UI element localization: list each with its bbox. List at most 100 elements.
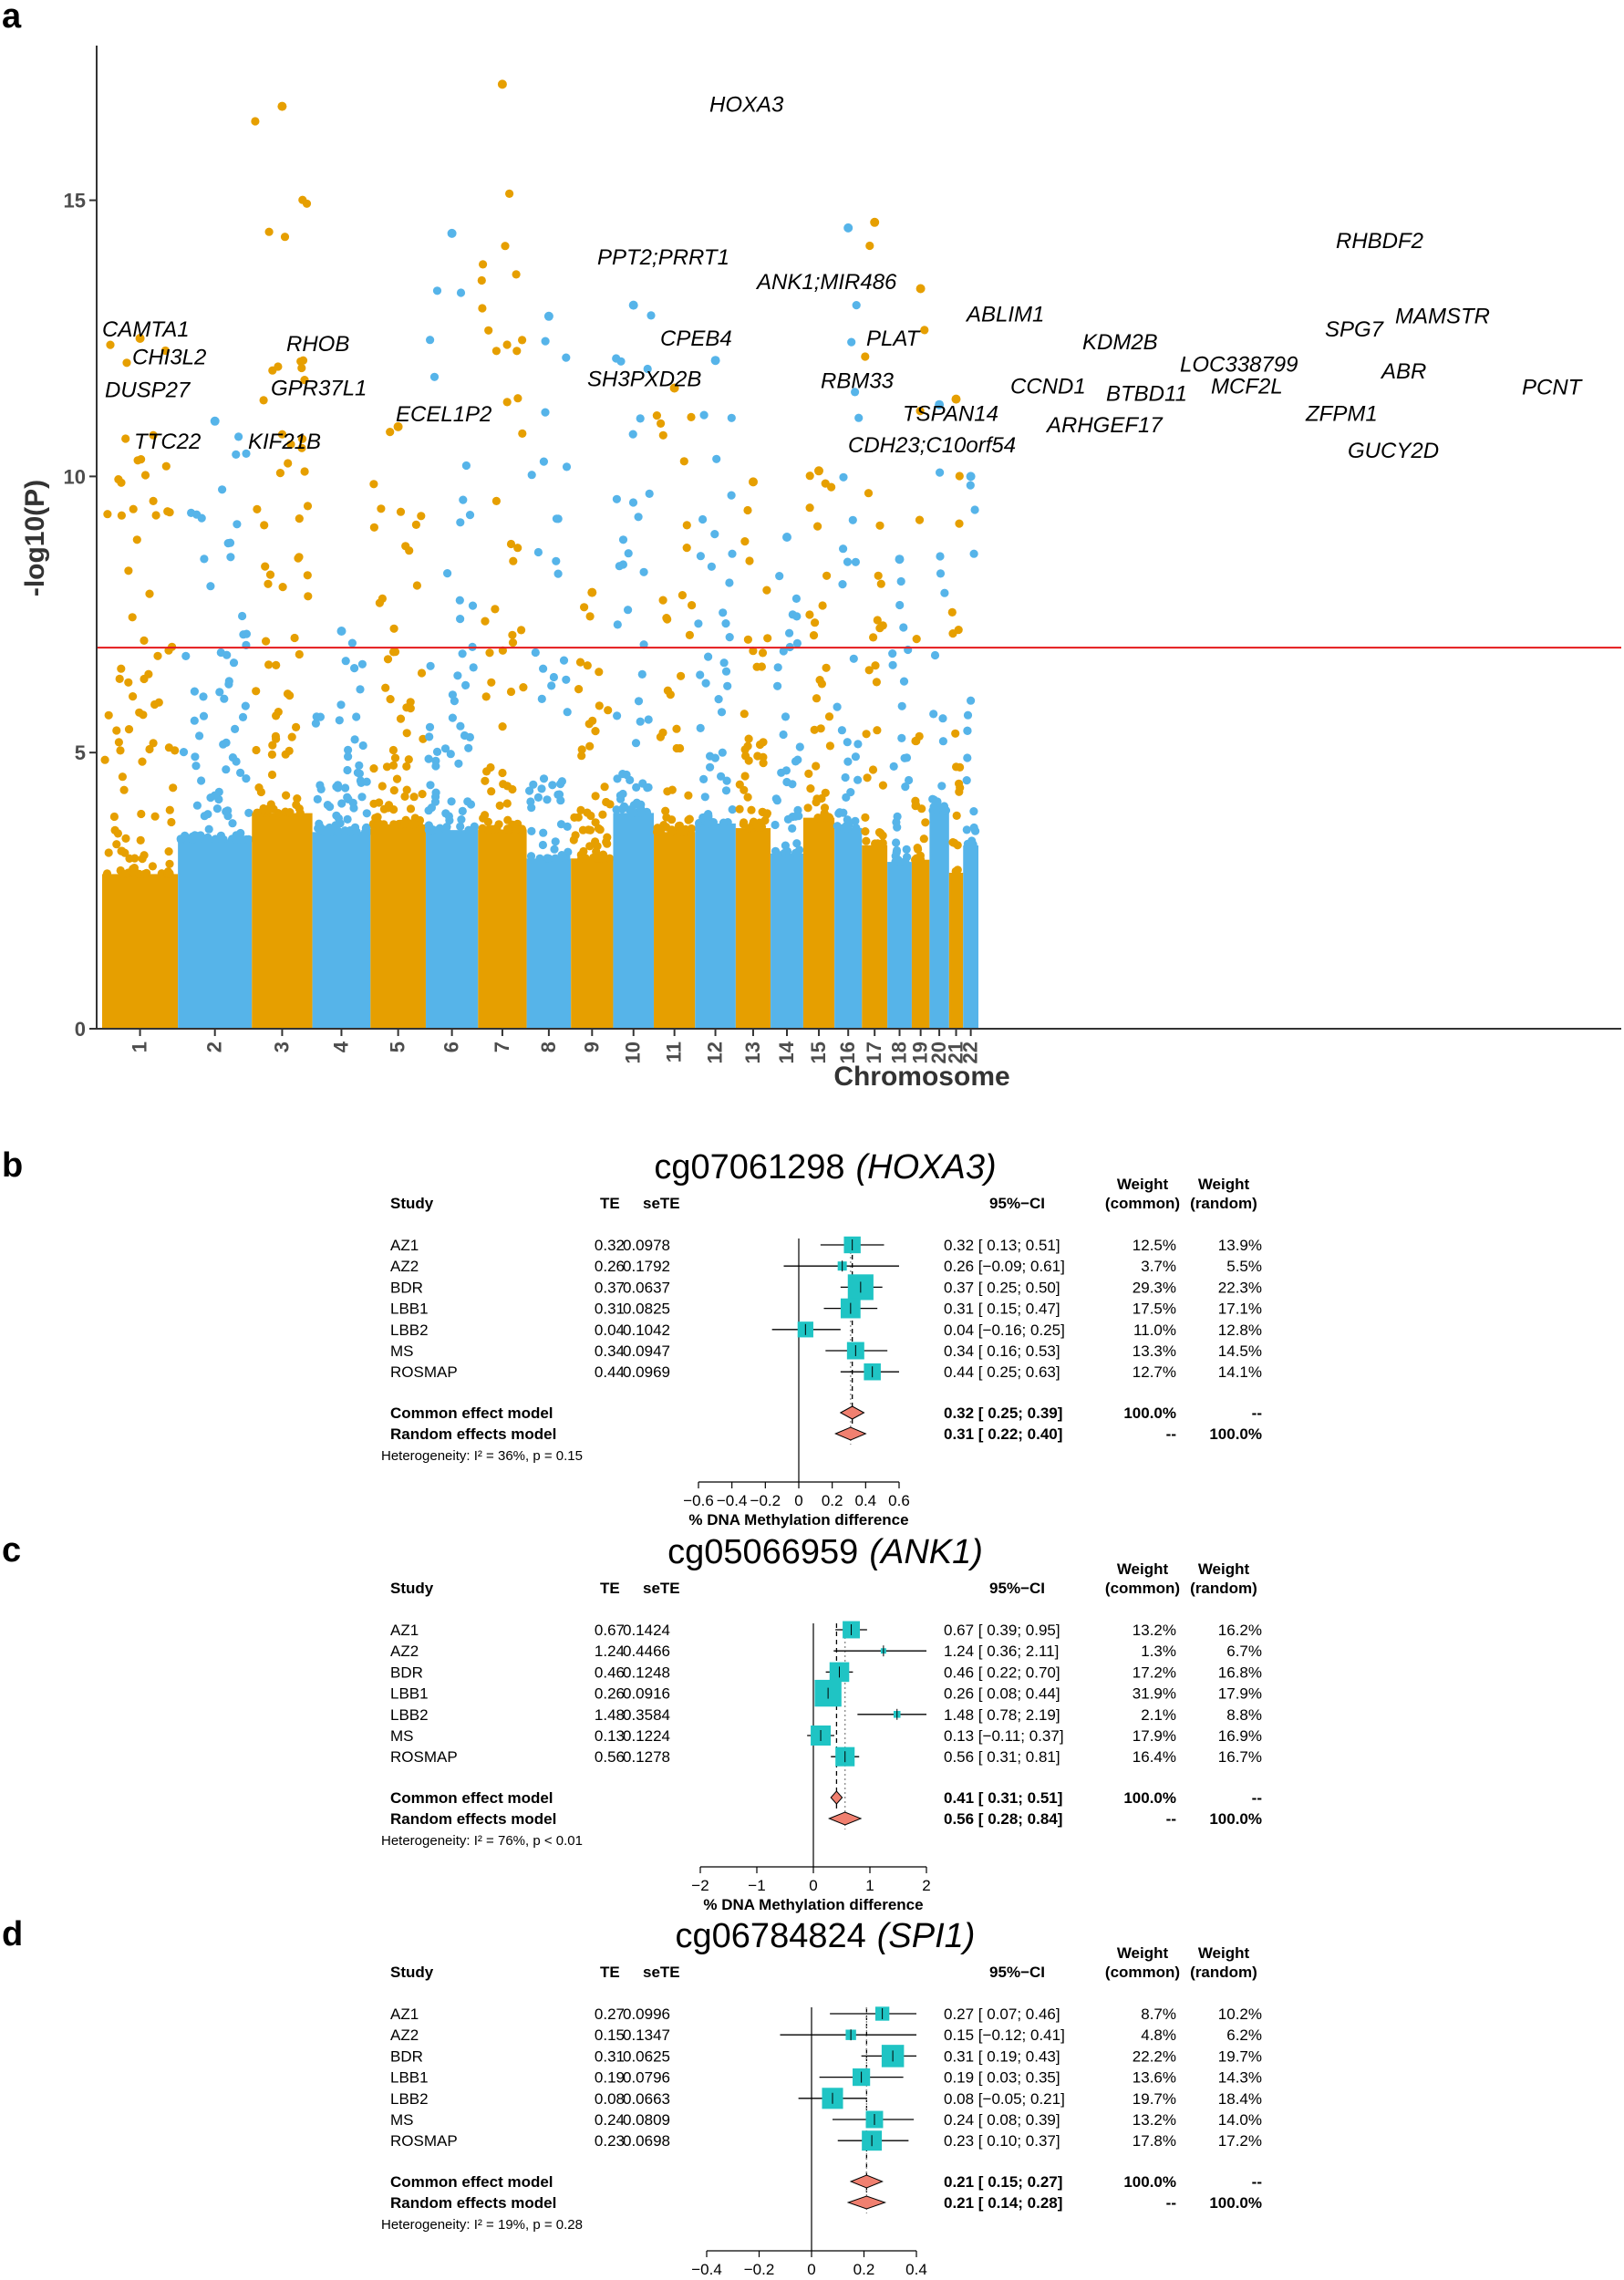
- chromosome-12-point: [712, 454, 721, 463]
- chromosome-6-point: [427, 803, 436, 813]
- chromosome-18-point: [899, 677, 909, 686]
- y-tick-label-0: 0: [75, 1018, 86, 1041]
- forest-x-tick-label: 0: [809, 1877, 817, 1894]
- chromosome-11-point: [687, 824, 696, 834]
- chromosome-17-point: [875, 521, 884, 530]
- chromosome-1-point: [128, 613, 137, 622]
- chromosome-22-points: [962, 472, 980, 1029]
- study-te: 0.23: [595, 2132, 625, 2150]
- chromosome-20-peak: [935, 399, 945, 409]
- chromosome-12-body: [695, 823, 736, 1029]
- chromosome-15-point: [812, 694, 822, 703]
- chromosome-15-point: [827, 482, 836, 492]
- chromosome-19-body: [911, 859, 930, 1029]
- chromosome-2-point: [224, 679, 233, 689]
- forest-title: cg05066959 (ANK1): [667, 1533, 983, 1571]
- chromosome-5-point: [406, 704, 415, 713]
- chromosome-8-point: [563, 708, 572, 717]
- chromosome-16-point: [843, 815, 852, 824]
- chromosome-1-point: [116, 865, 125, 876]
- chromosome-12-point: [696, 723, 705, 733]
- chromosome-21-point: [951, 729, 960, 738]
- chromosome-7-point: [483, 817, 493, 826]
- study-te: 0.34: [595, 1342, 625, 1360]
- chromosome-13-point: [740, 745, 750, 754]
- chromosome-17-point: [864, 489, 874, 498]
- chromosome-21-point: [952, 811, 961, 821]
- chromosome-1-point: [122, 358, 131, 368]
- chromosome-10-point: [628, 430, 637, 439]
- gene-label-arhgef17: ARHGEF17: [1045, 413, 1164, 438]
- chromosome-10-points: [612, 300, 656, 1029]
- chromosome-1-point: [169, 783, 178, 793]
- chromosome-1-point: [140, 851, 149, 860]
- chromosome-14-point: [792, 638, 802, 648]
- chromosome-4-point: [355, 769, 364, 778]
- chromosome-21-point: [953, 865, 962, 875]
- chromosome-7-point: [494, 820, 503, 829]
- study-weight-common: 8.7%: [1141, 2005, 1176, 2023]
- chromosome-2-point: [217, 834, 226, 844]
- chromosome-4-point: [352, 827, 361, 837]
- study-name: AZ2: [390, 1258, 419, 1275]
- chromosome-18-point: [902, 845, 911, 855]
- chromosome-21-points: [947, 394, 965, 1029]
- chromosome-2-point: [212, 804, 222, 814]
- chromosome-3-point: [264, 660, 274, 669]
- chromosome-8-point: [537, 784, 546, 793]
- chromosome-20-point: [936, 552, 945, 561]
- chromosome-4-point: [361, 827, 370, 836]
- study-name: AZ1: [390, 2005, 419, 2023]
- forest-title: cg07061298 (HOXA3): [654, 1148, 996, 1187]
- common-model-weight-random: --: [1252, 1404, 1262, 1422]
- chromosome-6-point: [457, 815, 466, 824]
- chromosome-2-point: [244, 834, 253, 845]
- random-model-ci: 0.21 [ 0.14; 0.28]: [944, 2194, 1062, 2212]
- chromosome-2-point: [219, 740, 228, 749]
- chromosome-15-point: [805, 610, 814, 619]
- chromosome-1-point: [109, 812, 119, 822]
- chromosome-13-point: [763, 634, 772, 643]
- forest-x-tick-label: 0.2: [853, 2261, 875, 2278]
- chromosome-19-point: [913, 844, 922, 853]
- chromosome-5-point: [375, 798, 384, 807]
- study-te: 0.08: [595, 2090, 625, 2108]
- chromosome-6-point: [464, 743, 473, 752]
- x-tick-label-17: 17: [863, 1042, 885, 1063]
- study-weight-common: 13.6%: [1133, 2069, 1176, 2087]
- chromosome-2-point: [206, 582, 215, 591]
- chromosome-8-point: [525, 786, 534, 795]
- chromosome-9-point: [591, 727, 600, 736]
- chromosome-13-point: [747, 805, 756, 814]
- study-weight-random: 10.2%: [1218, 2005, 1262, 2023]
- chromosome-1-point: [103, 510, 112, 519]
- y-tick-label-15: 15: [64, 190, 86, 212]
- chromosome-1-point: [112, 840, 121, 849]
- chromosome-1-point: [129, 692, 138, 701]
- chromosome-1-point: [144, 669, 153, 679]
- study-weight-random: 12.8%: [1218, 1321, 1262, 1339]
- chromosome-8-point: [550, 845, 559, 854]
- chromosome-3-point: [297, 443, 306, 452]
- chromosome-17-point: [874, 828, 884, 837]
- header-common: (common): [1105, 1964, 1180, 1981]
- study-weight-random: 16.2%: [1218, 1622, 1262, 1639]
- chromosome-4-point: [349, 803, 358, 813]
- chromosome-11-point: [661, 806, 670, 815]
- study-weight-random: 17.1%: [1218, 1301, 1262, 1318]
- gene-label-gucy2d: GUCY2D: [1348, 439, 1439, 463]
- chromosome-8-point: [539, 774, 549, 783]
- chromosome-19-point: [920, 326, 929, 335]
- header-random: (random): [1190, 1580, 1257, 1597]
- chromosome-15-point: [825, 741, 835, 751]
- chromosome-17-point: [865, 241, 874, 251]
- chromosome-10-point: [643, 364, 652, 374]
- chromosome-8-point: [527, 471, 536, 480]
- chromosome-13-point: [762, 586, 771, 595]
- chromosome-2-point: [199, 711, 209, 720]
- chromosome-22-point: [962, 825, 971, 834]
- study-ci: 0.04 [−0.16; 0.25]: [944, 1321, 1065, 1339]
- chromosome-5-point: [379, 820, 388, 829]
- chromosome-13-point: [743, 635, 753, 644]
- chromosome-1-point: [140, 869, 150, 879]
